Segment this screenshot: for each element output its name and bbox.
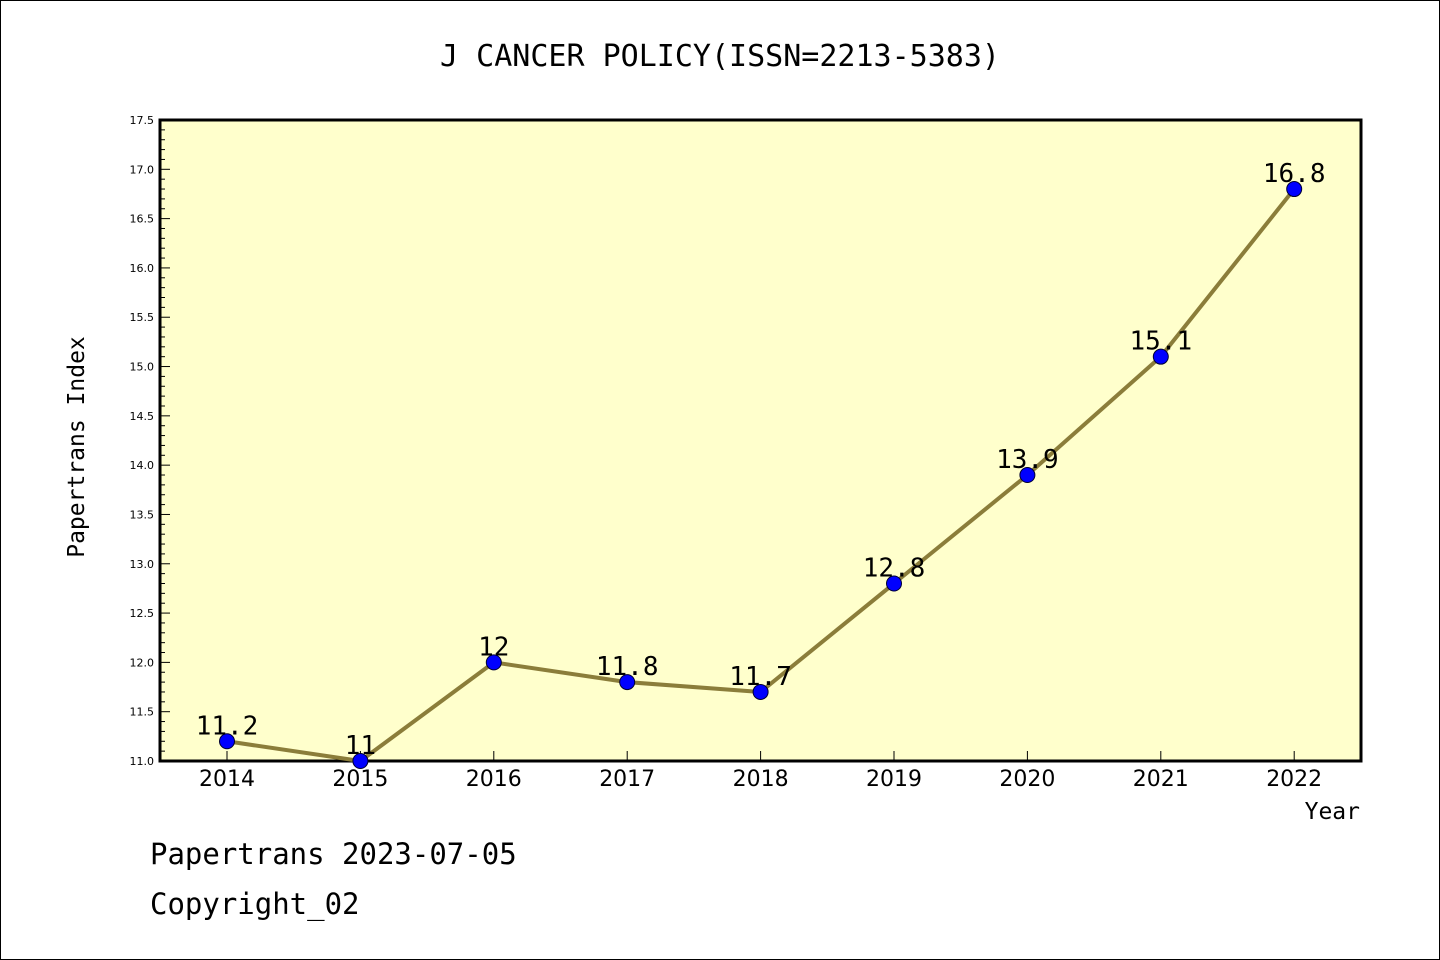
data-point [886, 575, 902, 592]
y-axis-label: Papertrans Index [64, 336, 90, 558]
chart-title: J CANCER POLICY(ISSN=2213-5383) [440, 39, 1000, 74]
y-tick-label: 16.5 [130, 213, 155, 226]
data-label: 11.2 [196, 711, 259, 741]
y-tick-label: 13.0 [130, 558, 155, 571]
y-tick-label: 11.0 [130, 755, 155, 768]
y-tick-label: 17.5 [130, 114, 155, 127]
y-tick-label: 14.0 [130, 459, 155, 472]
x-tick-label: 2022 [1266, 767, 1322, 792]
data-point [352, 753, 369, 769]
x-tick-label: 2015 [332, 767, 388, 792]
footer-copyright: Copyright_02 [150, 887, 360, 922]
data-points [219, 181, 1303, 769]
y-tick-label: 15.0 [130, 361, 155, 374]
y-tick-label: 12.5 [130, 607, 155, 620]
data-label: 12 [478, 632, 509, 662]
x-tick-label: 2018 [733, 767, 789, 792]
x-axis-label: Year [1305, 799, 1360, 825]
data-point [1286, 181, 1303, 198]
data-point [619, 674, 636, 691]
x-tick-label: 2016 [466, 767, 522, 792]
data-label: 16.8 [1263, 159, 1326, 189]
x-tick-label: 2017 [599, 767, 655, 792]
y-axis: 11.0 11.5 12.0 12.5 13.0 13.5 14.0 14.5 15.0 15.5… [130, 114, 170, 768]
y-tick-label: 14.5 [130, 410, 155, 423]
footer-date: Papertrans 2023-07-05 [150, 837, 517, 871]
data-labels: 11.2 11 12 11.8 11.7 12.8 13.9 15.1 16.8 [196, 159, 1326, 761]
y-tick-label: 13.5 [130, 508, 155, 521]
x-tick-label: 2020 [999, 767, 1055, 792]
y-tick-label: 15.5 [130, 311, 155, 324]
data-point [219, 733, 235, 750]
data-point [752, 683, 769, 700]
plot-area [158, 118, 1363, 763]
data-point [1019, 467, 1036, 484]
data-label: 11 [345, 731, 376, 761]
x-tick-label: 2019 [866, 767, 922, 792]
data-label: 11.8 [596, 652, 659, 682]
y-tick-label: 17.0 [130, 163, 155, 176]
data-point [1152, 348, 1169, 365]
y-tick-label: 16.0 [130, 262, 155, 275]
data-label: 12.8 [863, 553, 926, 583]
x-axis: 2014 2015 2016 2017 2018 2019 2020 2021 2022 [199, 751, 1322, 792]
data-label: 13.9 [996, 445, 1059, 475]
data-point [485, 654, 502, 671]
data-label: 11.7 [729, 662, 792, 692]
x-tick-label: 2021 [1133, 767, 1189, 792]
x-tick-label: 2014 [199, 767, 255, 792]
y-tick-label: 11.5 [130, 706, 155, 719]
y-tick-label: 12.0 [130, 656, 155, 669]
data-label: 15.1 [1129, 327, 1192, 357]
